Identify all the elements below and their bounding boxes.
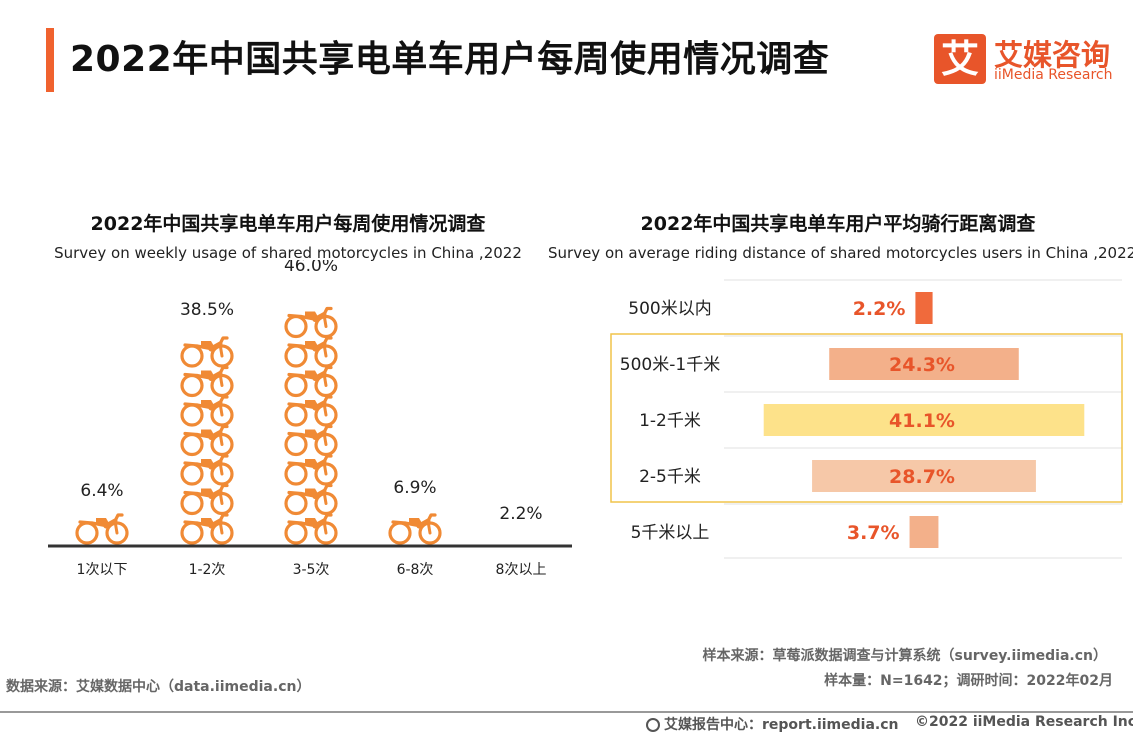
bar-column-4: 2.2% 8次以上 [496,504,547,578]
bar-column-2: 46.0% 3-5次 [284,260,338,578]
value-label: 2.2% [853,298,906,320]
motorcycle-icon [182,338,232,366]
motorcycle-icon [182,427,232,455]
category-label: 1-2次 [189,562,226,578]
motorcycle-icon [390,515,440,543]
bar-column-1: 38.5% 1-2次 [180,300,234,578]
globe-icon [646,718,660,732]
value-label: 38.5% [180,300,234,320]
value-label: 24.3% [889,354,955,376]
title-accent-bar [46,28,54,92]
page-title: 2022年中国共享电单车用户每周使用情况调查 [70,39,830,80]
bar [812,460,1036,492]
bar-column-3: 6.9% 6-8次 [390,478,440,578]
sample-size: 样本量：N=1642；调研时间：2022年02月 [824,673,1113,689]
motorcycle-icon [286,515,336,543]
motorcycle-icon [182,456,232,484]
motorcycle-icon [77,515,127,543]
left-chart-subtitle: Survey on weekly usage of shared motorcy… [54,244,522,262]
motorcycle-icon [182,397,232,425]
motorcycle-icon [286,279,336,307]
riding-distance-chart: 500米以内 2.2% 500米-1千米 24.3% 1-2千米 41.1% 2-5千米 28… [610,279,1123,559]
logo-text-cn: 艾媒咨询 [994,38,1111,72]
highlight-box [610,333,1123,503]
motorcycle-icon [286,338,336,366]
weekly-usage-chart: 6.4% 1次以下 38.5% 1-2次 46.0% 3-5次 6.9% 6-8次 2.2% 8次… [48,260,572,578]
motorcycle-icon [182,486,232,514]
motorcycle-icon [286,427,336,455]
category-label: 5千米以上 [631,523,710,543]
sample-source: 样本来源：草莓派数据调查与计算系统（survey.iimedia.cn） [702,648,1107,664]
bar [915,292,933,324]
category-label: 6-8次 [397,562,434,578]
value-label: 41.1% [889,410,955,432]
bar [909,516,939,548]
category-label: 8次以上 [496,562,547,578]
motorcycle-icon [286,486,336,514]
value-label: 6.9% [393,478,436,498]
report-center: 艾媒报告中心：report.iimedia.cn [646,714,899,734]
category-label: 500米-1千米 [620,355,720,375]
motorcycle-icon [286,368,336,396]
category-label: 1次以下 [77,562,128,578]
right-chart-title: 2022年中国共享电单车用户平均骑行距离调查 [640,213,1036,235]
copyright: ©2022 iiMedia Research Inc [915,714,1133,730]
category-label: 2-5千米 [639,467,701,487]
value-label: 2.2% [499,504,542,524]
category-label: 500米以内 [628,299,711,319]
value-label: 28.7% [889,466,955,488]
motorcycle-icon [182,515,232,543]
value-label: 6.4% [80,481,123,501]
bar-row-4: 5千米以上 3.7% [631,516,939,548]
data-source: 数据来源：艾媒数据中心（data.iimedia.cn） [6,679,311,695]
report-center-text: 艾媒报告中心：report.iimedia.cn [664,717,899,733]
bar-row-3: 2-5千米 28.7% [639,460,1036,492]
left-chart-title: 2022年中国共享电单车用户每周使用情况调查 [90,213,486,235]
bar [763,404,1085,436]
category-label: 3-5次 [293,562,330,578]
category-label: 1-2千米 [639,411,701,431]
iimedia-logo-mark: 艾 [934,34,986,84]
motorcycle-icon [286,397,336,425]
bar-row-1: 500米-1千米 24.3% [620,348,1019,380]
bar-row-2: 1-2千米 41.1% [639,404,1085,436]
motorcycle-icon [286,309,336,337]
logo-text-en: iiMedia Research [994,67,1113,83]
bar [829,348,1019,380]
footer-divider [0,711,1133,713]
motorcycle-icon [182,368,232,396]
value-label: 3.7% [847,522,900,544]
motorcycle-icon [286,456,336,484]
bar-column-0: 6.4% 1次以下 [77,481,128,578]
value-label: 46.0% [284,260,338,276]
bar-row-0: 500米以内 2.2% [628,292,933,324]
right-chart-subtitle: Survey on average riding distance of sha… [548,244,1133,262]
